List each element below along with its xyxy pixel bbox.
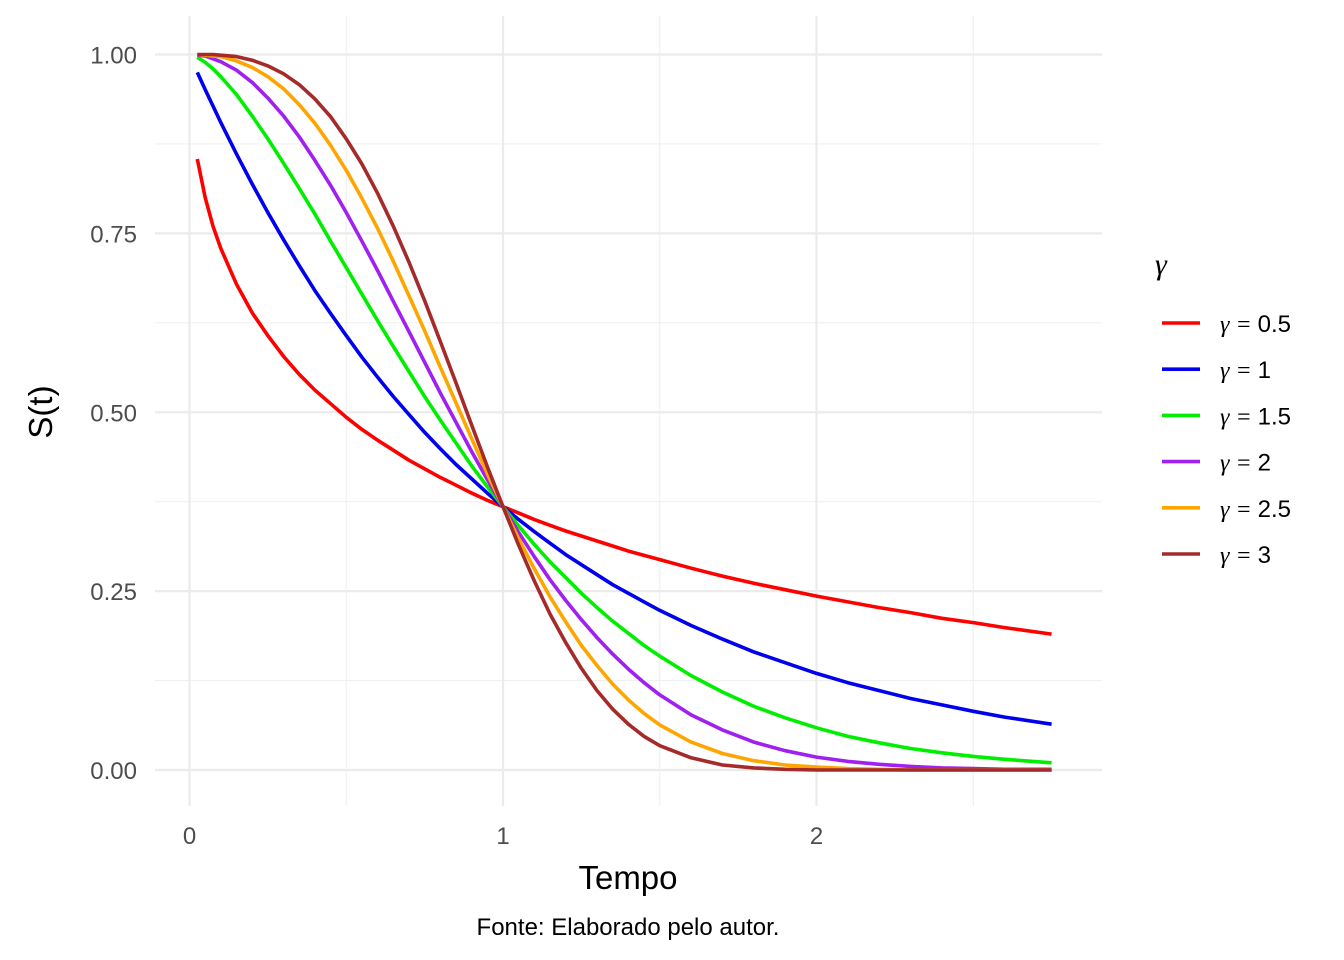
x-tick-label: 1 — [496, 823, 509, 850]
legend: γ γ = 0.5 γ = 1 γ = 1.5 γ = 2 γ = 2.5 γ = 3 — [1155, 248, 1291, 569]
series-line-gamma-1.5 — [196, 55, 1052, 765]
grid-minor — [155, 16, 1102, 806]
legend-item: γ = 0.5 — [1162, 311, 1291, 338]
y-tick-label: 0.75 — [90, 221, 137, 248]
legend-title: γ — [1155, 248, 1168, 281]
legend-item: γ = 3 — [1162, 542, 1271, 569]
series-line-gamma-1 — [195, 71, 1052, 726]
y-axis-title: S(t) — [22, 385, 59, 438]
x-axis-ticks: 0 1 2 — [183, 823, 823, 850]
legend-label: γ = 2.5 — [1220, 496, 1291, 523]
series-line-gamma-3 — [197, 52, 1052, 772]
y-tick-label: 1.00 — [90, 43, 137, 70]
y-tick-label: 0.00 — [90, 758, 137, 785]
series-line-gamma-0.5 — [195, 158, 1052, 636]
legend-label: γ = 0.5 — [1220, 311, 1291, 338]
legend-label: γ = 3 — [1220, 542, 1271, 569]
x-axis-title: Tempo — [578, 859, 677, 896]
y-axis-ticks: 0.00 0.25 0.50 0.75 1.00 — [90, 43, 137, 786]
x-tick-label: 2 — [810, 823, 823, 850]
y-tick-label: 0.50 — [90, 400, 137, 427]
legend-item: γ = 1.5 — [1162, 403, 1291, 430]
legend-item: γ = 2 — [1162, 450, 1271, 477]
legend-items: γ = 0.5 γ = 1 γ = 1.5 γ = 2 γ = 2.5 γ = 3 — [1162, 311, 1291, 569]
y-tick-label: 0.25 — [90, 579, 137, 606]
caption: Fonte: Elaborado pelo autor. — [477, 914, 780, 941]
legend-label: γ = 1.5 — [1220, 403, 1291, 430]
legend-item: γ = 2.5 — [1162, 496, 1291, 523]
legend-label: γ = 1 — [1220, 357, 1271, 384]
series-layer — [195, 52, 1052, 772]
x-tick-label: 0 — [183, 823, 196, 850]
legend-label: γ = 2 — [1220, 450, 1271, 477]
grid-major — [155, 16, 1102, 806]
legend-item: γ = 1 — [1162, 357, 1271, 384]
